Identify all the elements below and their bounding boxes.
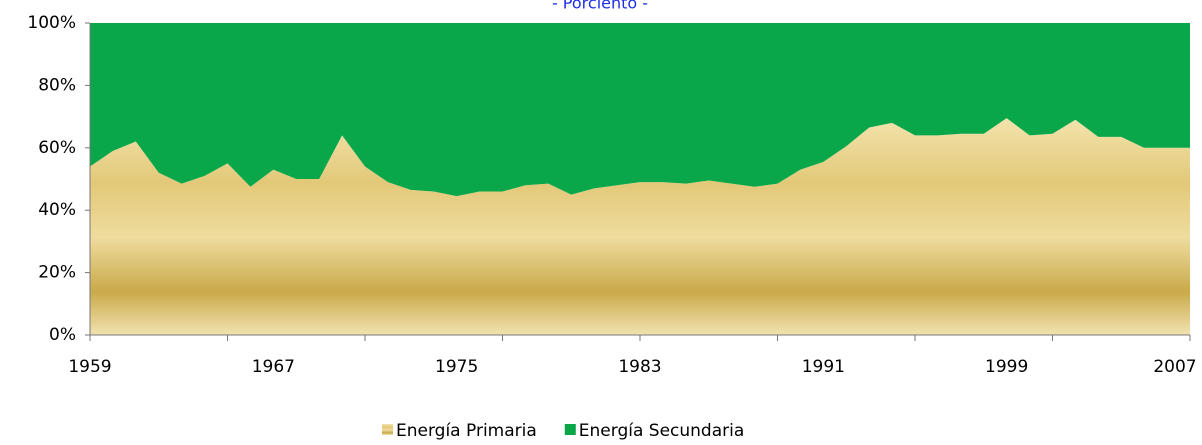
y-tick-label: 80%	[38, 75, 76, 95]
y-tick-label: 100%	[27, 13, 76, 33]
legend-label: Energía Primaria	[396, 421, 537, 441]
area	[90, 23, 1190, 197]
x-tick-label: 1983	[618, 357, 661, 377]
x-tick-label: 2007	[1153, 357, 1196, 377]
x-tick-label: 1975	[435, 357, 478, 377]
x-tick-label: 1991	[802, 357, 845, 377]
x-tick-label: 1999	[985, 357, 1028, 377]
y-tick-label: 40%	[38, 200, 76, 220]
x-tick-label: 1959	[68, 357, 111, 377]
chart-title: - Porciento -	[552, 0, 648, 13]
legend-label: Energía Secundaria	[579, 421, 744, 441]
y-tick-label: 20%	[38, 263, 76, 283]
y-tick-label: 0%	[49, 325, 76, 345]
x-tick-label: 1967	[252, 357, 295, 377]
legend-swatch	[564, 424, 576, 435]
area	[90, 118, 1190, 335]
y-tick-label: 60%	[38, 138, 76, 158]
legend-swatch	[382, 424, 393, 435]
